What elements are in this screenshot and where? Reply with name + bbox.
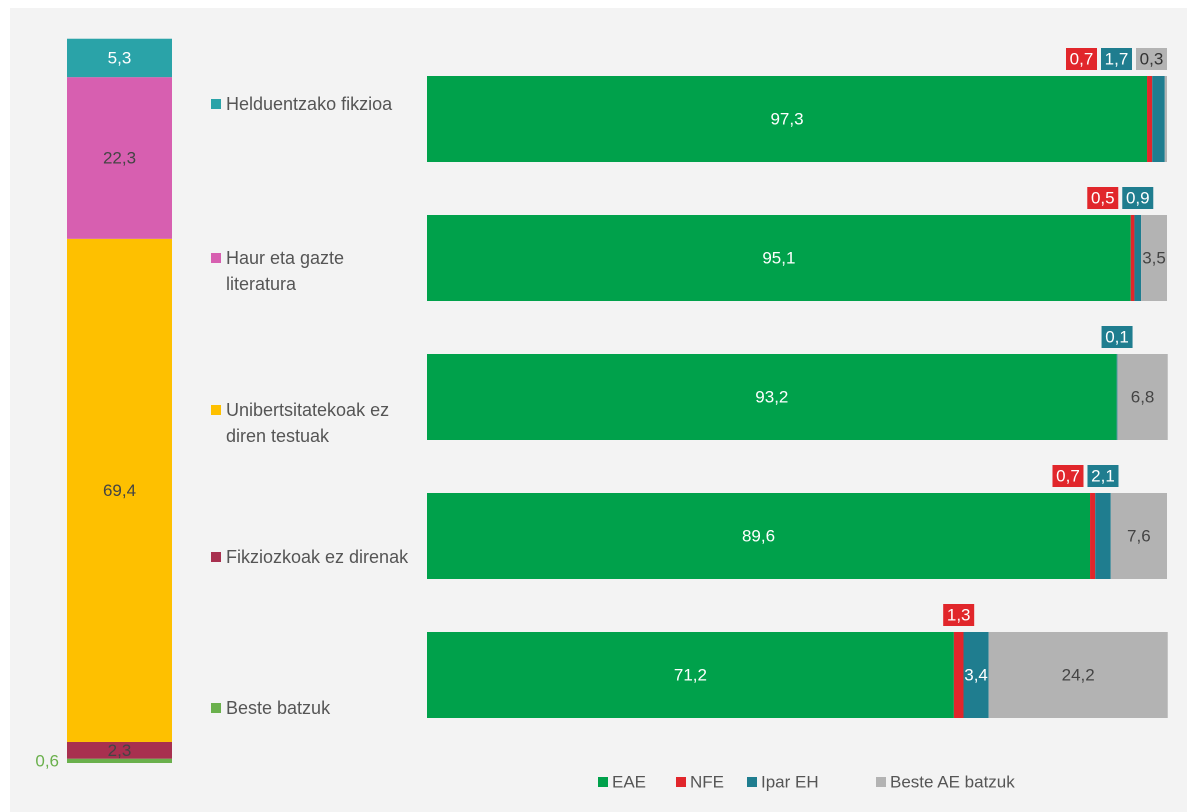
- bar-segment: [953, 632, 964, 718]
- bar-label: 89,6: [742, 526, 775, 545]
- label-box: [1101, 48, 1132, 70]
- bar-label: 6,8: [1131, 387, 1155, 406]
- bar-segment: [963, 632, 989, 718]
- bar-label: 3,5: [1142, 248, 1166, 267]
- legend-label: NFE: [690, 772, 724, 791]
- bar-segment: [1147, 76, 1153, 162]
- label-box: [1122, 187, 1154, 209]
- label-box: [1101, 326, 1133, 348]
- bar-label: 3,4: [964, 665, 988, 684]
- bar-segment: [427, 632, 954, 718]
- bar-segment: [1095, 493, 1111, 579]
- legend-label: Ipar EH: [761, 772, 819, 791]
- legend-label: Fikziozkoak ez direnak: [226, 547, 409, 567]
- bar-label: 97,3: [770, 109, 803, 128]
- label-box: [943, 604, 975, 626]
- label-box: [1052, 465, 1084, 487]
- bar-segment: [1152, 76, 1165, 162]
- column-segment: [67, 238, 172, 742]
- label-box: [1087, 465, 1119, 487]
- legend-swatch: [598, 777, 608, 787]
- bar-label: 1,7: [1105, 49, 1129, 68]
- legend-swatch: [211, 552, 221, 562]
- bar-segment: [1134, 215, 1142, 301]
- bar-segment: [1164, 76, 1167, 162]
- bar-label: 0,5: [1091, 188, 1115, 207]
- segment-label: 69,4: [103, 481, 136, 500]
- bar-label: 95,1: [762, 248, 795, 267]
- bar-label: 0,3: [1140, 49, 1164, 68]
- column-segment: [67, 741, 172, 759]
- bar-label: 2,1: [1091, 466, 1115, 485]
- legend-swatch: [747, 777, 757, 787]
- segment-label: 0,6: [35, 751, 59, 770]
- legend-swatch: [211, 99, 221, 109]
- bar-segment: [1110, 493, 1167, 579]
- bar-segment: [427, 493, 1091, 579]
- legend-swatch: [676, 777, 686, 787]
- segment-label: 5,3: [108, 48, 132, 67]
- label-box: [1087, 187, 1119, 209]
- bar-segment: [988, 632, 1168, 718]
- bar-label: 1,3: [947, 605, 971, 624]
- column-segment: [67, 758, 172, 763]
- bar-segment: [427, 354, 1117, 440]
- legend-swatch: [211, 253, 221, 263]
- column-segment: [67, 38, 172, 78]
- legend-swatch: [876, 777, 886, 787]
- legend-label: Unibertsitatekoak ez diren testuak: [226, 400, 390, 446]
- column-segment: [67, 77, 172, 239]
- bar-segment: [1116, 354, 1118, 440]
- legend-label: Beste batzuk: [226, 698, 331, 718]
- bar-label: 0,9: [1126, 188, 1150, 207]
- segment-label: 22,3: [103, 148, 136, 167]
- legend-label: Haur eta gazte literatura: [226, 248, 345, 294]
- bar-label: 0,7: [1070, 49, 1094, 68]
- segment-label: 2,3: [108, 741, 132, 760]
- legend-label: EAE: [612, 772, 646, 791]
- bar-segment: [1117, 354, 1168, 440]
- bar-segment: [427, 215, 1131, 301]
- legend-label: Helduentzako fikzioa: [226, 94, 393, 114]
- bar-segment: [427, 76, 1148, 162]
- legend-swatch: [211, 405, 221, 415]
- legend-swatch: [211, 703, 221, 713]
- bar-label: 93,2: [755, 387, 788, 406]
- bar-label: 24,2: [1062, 665, 1095, 684]
- legend-label: Beste AE batzuk: [890, 772, 1015, 791]
- bar-label: 7,6: [1127, 526, 1151, 545]
- bar-label: 0,7: [1056, 466, 1080, 485]
- bar-segment: [1141, 215, 1167, 301]
- bar-label: 0,1: [1105, 327, 1129, 346]
- bar-label: 71,2: [674, 665, 707, 684]
- bar-segment: [1090, 493, 1096, 579]
- bar-segment: [1130, 215, 1135, 301]
- label-box: [1066, 48, 1097, 70]
- label-box: [1136, 48, 1167, 70]
